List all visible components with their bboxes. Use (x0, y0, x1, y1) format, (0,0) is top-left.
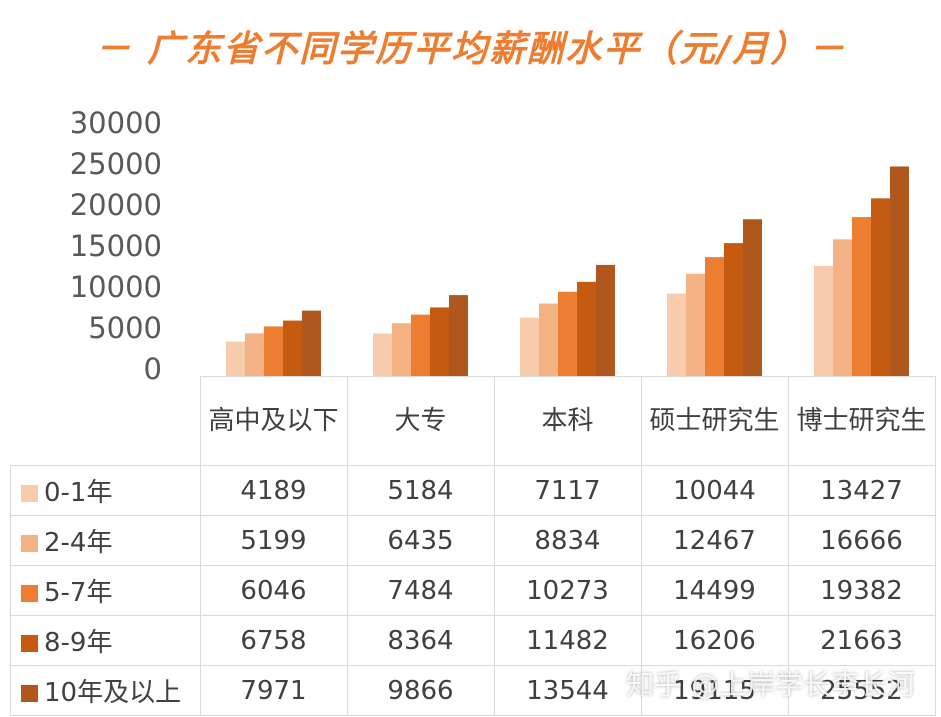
series-name: 0-1年 (44, 478, 113, 508)
bar-0-0 (226, 341, 245, 376)
data-cell: 10273 (493, 565, 642, 616)
data-cell: 13544 (493, 665, 642, 716)
bar-1-3 (430, 307, 449, 376)
chart-title: － 广东省不同学历平均薪酬水平（元/月）－ (94, 29, 847, 70)
data-cell: 16666 (787, 515, 936, 566)
series-name: 10年及以上 (44, 678, 182, 708)
table-row: 2-4年 5199 6435 8834 12467 16666 (10, 515, 936, 566)
data-cell: 5184 (346, 465, 495, 516)
data-cell: 5199 (199, 515, 348, 566)
bar-1-0 (373, 333, 392, 376)
bar-3-2 (705, 257, 724, 376)
category-label: 博士研究生 (787, 376, 936, 466)
category-label: 大专 (346, 376, 495, 466)
bar-2-0 (520, 317, 539, 376)
bar-1-1 (392, 323, 411, 376)
data-cell: 14499 (640, 565, 789, 616)
data-cell: 4189 (199, 465, 348, 516)
legend-entry: 10年及以上 (10, 665, 201, 716)
data-cell: 12467 (640, 515, 789, 566)
y-tick-label: 25000 (69, 147, 162, 181)
bar-2-4 (596, 264, 615, 376)
legend-swatch (21, 535, 38, 552)
category-label: 硕士研究生 (640, 376, 789, 466)
bar-4-4 (890, 166, 909, 376)
series-name: 8-9年 (44, 628, 113, 658)
legend-swatch (21, 685, 38, 702)
bar-4-0 (814, 265, 833, 376)
legend-entry: 5-7年 (10, 565, 201, 616)
category-label: 高中及以下 (199, 376, 348, 466)
legend-swatch (21, 585, 38, 602)
table-row: 5-7年 6046 7484 10273 14499 19382 (10, 565, 936, 616)
data-cell: 6046 (199, 565, 348, 616)
bar-1-2 (411, 314, 430, 376)
data-table: 高中及以下 大专 本科 硕士研究生 博士研究生 0-1年 4189 5184 7117 10044… (10, 376, 936, 716)
legend-swatch (21, 485, 38, 502)
y-tick-label: 5000 (88, 311, 162, 345)
category-label: 本科 (493, 376, 642, 466)
bar-0-3 (283, 320, 302, 376)
bar-2-1 (539, 303, 558, 376)
table-row: 10年及以上 7971 9866 13544 19115 25552 (10, 665, 936, 716)
legend-entry: 0-1年 (10, 465, 201, 516)
data-cell: 25552 (787, 665, 936, 716)
bar-0-4 (302, 310, 321, 376)
data-cell: 8834 (493, 515, 642, 566)
table-row: 8-9年 6758 8364 11482 16206 21663 (10, 615, 936, 666)
bar-4-3 (871, 198, 890, 376)
y-tick-label: 20000 (69, 188, 162, 222)
y-tick-label: 30000 (69, 106, 162, 140)
data-cell: 6435 (346, 515, 495, 566)
bar-1-4 (449, 295, 468, 376)
data-cell: 11482 (493, 615, 642, 666)
data-cell: 21663 (787, 615, 936, 666)
bar-3-4 (743, 219, 762, 376)
bar-3-1 (686, 273, 705, 376)
table-row: 0-1年 4189 5184 7117 10044 13427 (10, 465, 936, 516)
data-cell: 13427 (787, 465, 936, 516)
bar-2-2 (558, 291, 577, 376)
bar-2-3 (577, 281, 596, 376)
bar-4-2 (852, 217, 871, 376)
bar-0-2 (264, 326, 283, 376)
bar-3-0 (667, 293, 686, 376)
data-cell: 9866 (346, 665, 495, 716)
data-cell: 7484 (346, 565, 495, 616)
bar-0-1 (245, 333, 264, 376)
data-cell: 10044 (640, 465, 789, 516)
series-name: 5-7年 (44, 578, 113, 608)
data-cell: 8364 (346, 615, 495, 666)
data-cell: 6758 (199, 615, 348, 666)
bar-4-1 (833, 239, 852, 376)
bar-3-3 (724, 243, 743, 376)
legend-swatch (21, 635, 38, 652)
data-cell: 7971 (199, 665, 348, 716)
y-tick-label: 10000 (69, 270, 162, 304)
data-cell: 7117 (493, 465, 642, 516)
watermark: 知乎 @上岸学长李长河 (626, 668, 915, 701)
series-name: 2-4年 (44, 528, 113, 558)
legend-entry: 2-4年 (10, 515, 201, 566)
table-corner (10, 376, 201, 466)
data-cell: 16206 (640, 615, 789, 666)
data-cell: 19382 (787, 565, 936, 616)
y-tick-label: 15000 (69, 229, 162, 263)
legend-entry: 8-9年 (10, 615, 201, 666)
